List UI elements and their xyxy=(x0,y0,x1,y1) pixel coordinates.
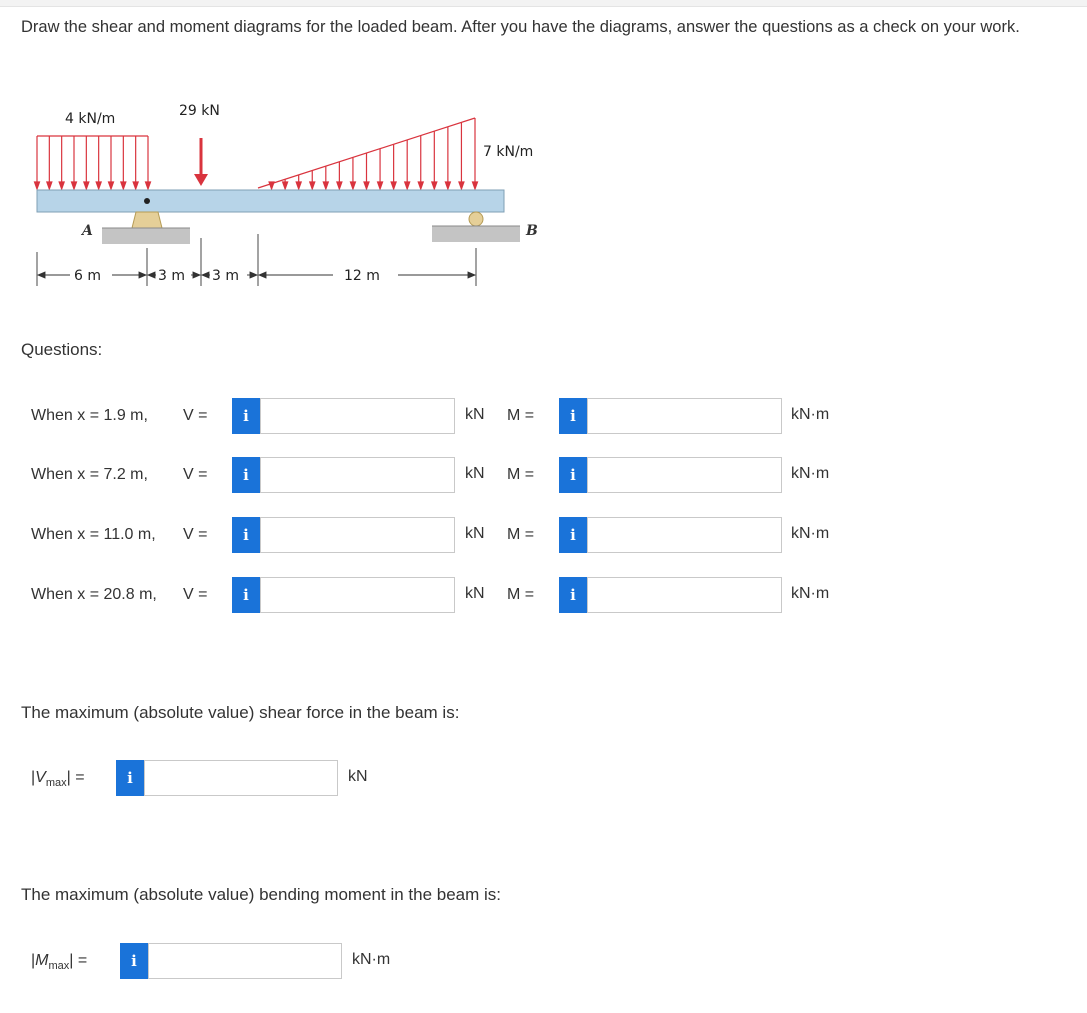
dim-label-4: 12 m xyxy=(344,268,380,284)
m-unit: kN·m xyxy=(791,525,830,542)
shear-input[interactable] xyxy=(260,517,455,553)
vmax-input[interactable] xyxy=(144,760,338,796)
problem-statement: Draw the shear and moment diagrams for t… xyxy=(21,18,1020,36)
info-icon[interactable]: i xyxy=(232,457,260,493)
v-label: V = xyxy=(183,526,208,543)
load-arrowhead xyxy=(82,181,90,191)
load-arrowhead xyxy=(281,181,289,191)
load-arrowhead xyxy=(308,181,316,191)
info-icon[interactable]: i xyxy=(232,398,260,434)
question-row: When x = 1.9 m, V = i kN M = i kN·m xyxy=(0,398,1087,436)
row-label: When x = 7.2 m, xyxy=(31,466,148,483)
question-row: When x = 11.0 m, V = i kN M = i kN·m xyxy=(0,517,1087,555)
load-arrowhead xyxy=(376,181,384,191)
load-arrowhead xyxy=(58,181,66,191)
load-arrowhead xyxy=(268,181,275,191)
triangular-load xyxy=(257,117,479,191)
label-support-b: B xyxy=(525,223,538,239)
dim-label-3: 3 m xyxy=(212,268,239,284)
v-label: V = xyxy=(183,407,208,424)
load-arrowhead xyxy=(349,181,357,191)
load-arrowhead xyxy=(119,181,127,191)
info-icon[interactable]: i xyxy=(116,760,144,796)
m-unit: kN·m xyxy=(791,465,830,482)
beam xyxy=(36,189,505,213)
load-arrowhead xyxy=(45,181,53,191)
v-unit: kN xyxy=(465,525,485,542)
row-label: When x = 1.9 m, xyxy=(31,407,148,424)
load-arrowhead xyxy=(471,181,479,191)
row-label: When x = 20.8 m, xyxy=(31,586,157,603)
label-load-left: 4 kN/m xyxy=(65,111,115,127)
v-label: V = xyxy=(183,586,208,603)
v-unit: kN xyxy=(465,465,485,482)
info-icon[interactable]: i xyxy=(559,577,587,613)
mmax-unit: kN·m xyxy=(352,951,391,968)
v-unit: kN xyxy=(465,585,485,602)
info-icon[interactable]: i xyxy=(120,943,148,979)
dimension-lines xyxy=(36,234,477,286)
top-border xyxy=(0,0,1087,7)
v-label: V = xyxy=(183,466,208,483)
label-load-right: 7 kN/m xyxy=(483,144,533,160)
label-support-a: A xyxy=(80,223,93,239)
load-arrowhead xyxy=(444,181,452,191)
load-arrowhead xyxy=(430,181,438,191)
m-label: M = xyxy=(507,586,535,603)
pin-support-a xyxy=(102,198,190,244)
shear-input[interactable] xyxy=(260,577,455,613)
m-label: M = xyxy=(507,466,535,483)
questions-heading: Questions: xyxy=(21,340,103,359)
m-label: M = xyxy=(507,526,535,543)
load-arrowhead xyxy=(33,181,41,191)
moment-input[interactable] xyxy=(587,398,782,434)
load-arrowhead xyxy=(390,181,397,191)
load-arrowhead xyxy=(95,181,103,191)
vmax-label: |Vmax| = xyxy=(31,769,85,790)
v-unit: kN xyxy=(465,406,485,423)
dim-label-2: 3 m xyxy=(158,268,185,284)
load-arrowhead xyxy=(336,181,343,191)
moment-input[interactable] xyxy=(587,517,782,553)
moment-input[interactable] xyxy=(587,577,782,613)
point-load-arrow xyxy=(194,138,208,186)
load-arrowhead xyxy=(107,181,115,191)
vmax-sentence: The maximum (absolute value) shear force… xyxy=(21,703,460,722)
moment-input[interactable] xyxy=(587,457,782,493)
load-arrowhead xyxy=(322,181,330,191)
shear-input[interactable] xyxy=(260,457,455,493)
mmax-label: |Mmax| = xyxy=(31,952,88,973)
row-label: When x = 11.0 m, xyxy=(31,526,156,543)
dim-label-1: 6 m xyxy=(74,268,101,284)
vmax-unit: kN xyxy=(348,768,368,785)
shear-input[interactable] xyxy=(260,398,455,434)
m-unit: kN·m xyxy=(791,585,830,602)
mmax-input[interactable] xyxy=(148,943,342,979)
info-icon[interactable]: i xyxy=(559,457,587,493)
m-label: M = xyxy=(507,407,535,424)
question-row: When x = 7.2 m, V = i kN M = i kN·m xyxy=(0,457,1087,495)
roller-support-b xyxy=(432,211,520,242)
load-arrowhead xyxy=(70,181,78,191)
question-row: When x = 20.8 m, V = i kN M = i kN·m xyxy=(0,577,1087,615)
load-arrowhead xyxy=(132,181,140,191)
load-arrowhead xyxy=(363,181,370,191)
load-arrowhead xyxy=(458,181,465,191)
load-arrowhead xyxy=(295,181,303,191)
load-arrowhead xyxy=(144,181,152,191)
beam-figure: 4 kN/m 29 kN 7 kN/m A B 6 m 3 m 3 m 12 m xyxy=(33,103,538,286)
info-icon[interactable]: i xyxy=(232,517,260,553)
info-icon[interactable]: i xyxy=(559,398,587,434)
uniform-load xyxy=(33,135,152,191)
info-icon[interactable]: i xyxy=(232,577,260,613)
load-arrowhead xyxy=(417,181,425,191)
m-unit: kN·m xyxy=(791,406,830,423)
label-point-load: 29 kN xyxy=(179,103,220,119)
load-arrowhead xyxy=(403,181,411,191)
mmax-sentence: The maximum (absolute value) bending mom… xyxy=(21,885,502,904)
info-icon[interactable]: i xyxy=(559,517,587,553)
